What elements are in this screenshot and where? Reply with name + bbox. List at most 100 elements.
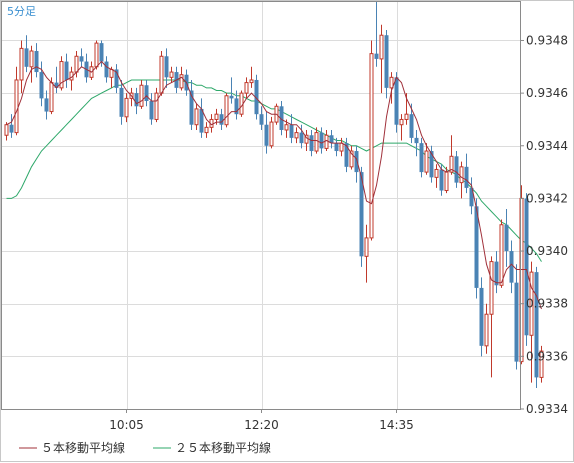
candle-body	[344, 143, 349, 167]
candle-body	[269, 121, 274, 147]
candle	[234, 90, 239, 120]
candle-body	[419, 143, 424, 173]
candle-body	[314, 132, 319, 152]
candle-body	[349, 150, 354, 168]
period-label: 5分足	[7, 5, 36, 18]
candle	[254, 74, 259, 120]
candle	[164, 48, 169, 88]
candle-body	[159, 55, 164, 94]
candle	[469, 177, 474, 215]
candle	[429, 145, 434, 183]
candle-body	[134, 93, 139, 107]
candle-body	[149, 101, 154, 120]
candle-body	[434, 168, 439, 178]
plot-frame	[1, 1, 521, 410]
candle-body	[444, 171, 449, 192]
candle	[304, 129, 309, 152]
candle-body	[474, 206, 479, 288]
candle	[374, 1, 379, 67]
candle	[489, 256, 494, 378]
candle-body	[214, 113, 219, 120]
candle-body	[384, 35, 389, 88]
candle	[124, 93, 129, 123]
candle-body	[299, 132, 304, 144]
candle	[509, 240, 514, 294]
candle-body	[379, 34, 384, 60]
candle-body	[104, 61, 109, 78]
candle-body	[199, 108, 204, 133]
candle	[154, 87, 159, 123]
candle	[239, 90, 244, 117]
y-tick-label: 0.9340	[526, 244, 568, 258]
candle	[24, 35, 29, 73]
candle	[364, 224, 369, 283]
candle-body	[534, 272, 539, 378]
candle-body	[399, 118, 404, 126]
candle-body	[39, 72, 44, 99]
candle-body	[509, 251, 514, 283]
candle	[59, 56, 64, 91]
legend: ５本移動平均線 ２５本移動平均線	[19, 440, 271, 455]
candle-body	[334, 143, 339, 152]
candle	[99, 40, 104, 67]
candle-body	[359, 172, 364, 257]
candle	[144, 79, 149, 107]
candle-body	[34, 51, 39, 73]
candle	[309, 129, 314, 157]
candle	[504, 208, 509, 267]
candle	[4, 122, 9, 141]
ma5-layer	[6, 60, 542, 310]
candle-body	[9, 124, 14, 133]
candle-body	[259, 114, 264, 125]
candle-body	[79, 56, 84, 62]
candle	[179, 66, 184, 91]
candle	[334, 137, 339, 157]
candle	[189, 79, 194, 130]
candle	[394, 72, 399, 133]
x-tick-label: 12:20	[244, 418, 279, 432]
candle	[389, 72, 394, 104]
candle-body	[284, 124, 289, 131]
candle-body	[319, 132, 324, 149]
candle	[454, 151, 459, 188]
candle-body	[329, 135, 334, 144]
candle	[384, 29, 389, 99]
candle-body	[194, 108, 199, 126]
y-tick-label: 0.9334	[526, 402, 568, 416]
candle-body	[309, 135, 314, 152]
legend-label: ２５本移動平均線	[175, 440, 271, 455]
candle	[159, 51, 164, 96]
candle	[329, 129, 334, 149]
candle-body	[389, 76, 394, 89]
candle-body	[279, 106, 284, 130]
y-tick-label: 0.9344	[526, 139, 568, 153]
candle-body	[354, 151, 359, 173]
candle	[54, 66, 59, 94]
candle-body	[229, 95, 234, 99]
candle	[119, 79, 124, 125]
x-axis-ticks: 10:05 12:20 14:35	[109, 409, 414, 432]
candle-body	[114, 69, 119, 88]
candle	[409, 103, 414, 144]
candle	[269, 116, 274, 149]
candle-body	[99, 43, 104, 62]
candle-body	[44, 98, 49, 112]
candle	[419, 137, 424, 178]
candle-body	[339, 142, 344, 152]
legend-label: ５本移動平均線	[41, 440, 125, 455]
candle	[194, 103, 199, 130]
candle-body	[24, 48, 29, 67]
candle	[229, 77, 234, 104]
candle	[359, 166, 364, 267]
candle-body	[484, 313, 489, 347]
candle-body	[499, 224, 504, 286]
candle	[169, 66, 174, 83]
candle-body	[49, 82, 54, 113]
candle-body	[179, 74, 184, 89]
candle	[244, 77, 249, 99]
candle	[534, 266, 539, 388]
candle	[499, 219, 504, 288]
candle	[369, 40, 374, 241]
candle-body	[164, 56, 169, 78]
